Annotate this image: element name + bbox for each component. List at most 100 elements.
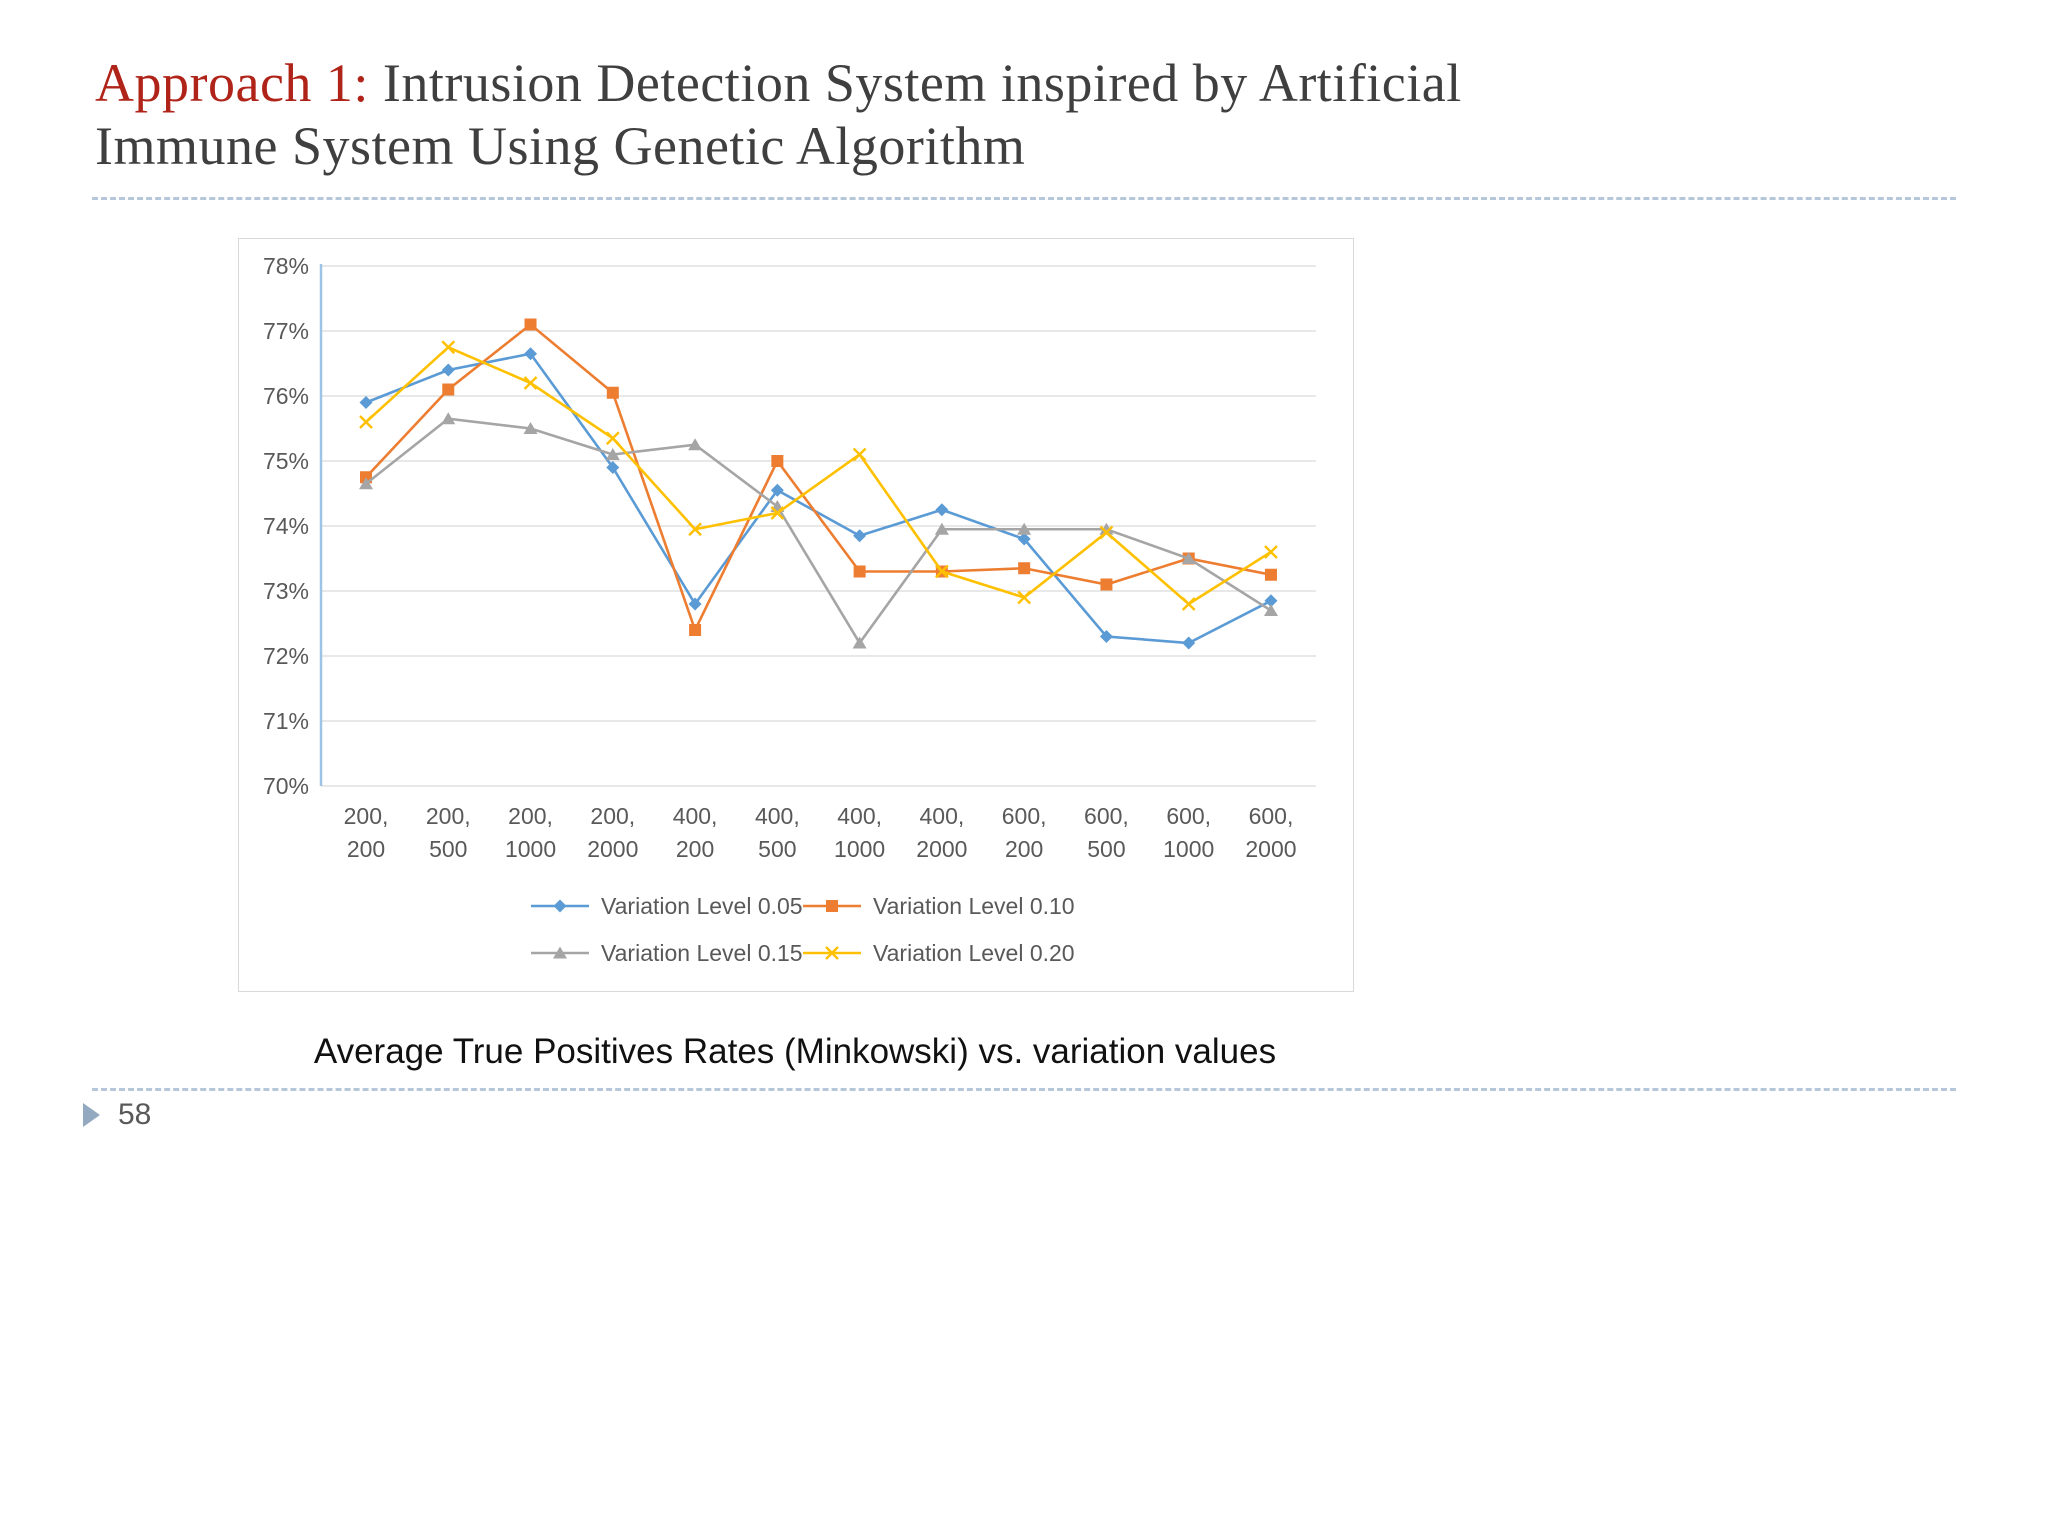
marker-diamond	[524, 347, 538, 361]
marker-triangle	[934, 522, 949, 535]
legend-item: Variation Level 0.10	[803, 893, 1075, 919]
marker-diamond	[770, 483, 784, 497]
series-2	[359, 412, 1278, 649]
page-title: Approach 1: Intrusion Detection System i…	[95, 52, 1555, 178]
marker-triangle	[1263, 604, 1278, 616]
x-tick-label-line1: 600,	[1166, 803, 1211, 829]
x-tick-label-line1: 600,	[1002, 803, 1047, 829]
marker-x	[1181, 597, 1196, 611]
x-tick-label-line1: 200,	[426, 803, 471, 829]
marker-triangle	[1017, 522, 1032, 535]
chart-legend: Variation Level 0.05 Variation Level 0.10…	[531, 893, 1075, 966]
marker-triangle	[359, 477, 373, 490]
marker-square	[1018, 562, 1031, 575]
marker-diamond	[1264, 594, 1278, 608]
y-tick-label: 75%	[263, 448, 309, 474]
marker-diamond	[935, 503, 949, 517]
chart-container: 70% 71% 72% 73% 74% 75% 76% 77% 78% 200, 200 200, 50…	[238, 238, 1354, 992]
series-line	[365, 352, 1272, 645]
x-tick-label-line2: 200	[347, 836, 385, 862]
marker-triangle	[605, 448, 620, 460]
x-tick-label-line2: 500	[429, 836, 467, 862]
bottom-dashed-divider	[92, 1088, 1956, 1091]
legend-item: Variation Level 0.05	[531, 893, 803, 919]
marker-x	[359, 415, 373, 429]
x-tick-label-line2: 200	[676, 836, 714, 862]
marker-square	[771, 455, 784, 467]
marker-square	[853, 565, 866, 578]
y-tick-label: 76%	[263, 383, 309, 409]
marker-square	[826, 900, 838, 912]
marker-triangle	[553, 946, 567, 959]
marker-triangle	[1181, 552, 1196, 564]
x-tick-label-line2: 1000	[505, 836, 556, 862]
legend-label: Variation Level 0.10	[873, 893, 1075, 919]
marker-square	[442, 383, 455, 396]
marker-diamond	[606, 461, 620, 474]
marker-x	[1099, 525, 1114, 540]
x-axis-labels: 200, 200 200, 500 200, 1000 200, 2000 400, 200 400…	[344, 803, 1297, 862]
y-tick-label: 70%	[263, 773, 309, 799]
marker-square	[524, 318, 537, 331]
marker-diamond	[441, 363, 455, 377]
x-tick-label-line2: 2000	[1245, 836, 1296, 862]
marker-square	[689, 624, 702, 636]
slide-bullet-triangle-icon	[83, 1103, 100, 1127]
x-tick-label-line1: 200,	[508, 803, 553, 829]
legend-item: Variation Level 0.15	[531, 940, 803, 966]
marker-square	[1100, 578, 1113, 591]
y-tick-label: 71%	[263, 708, 309, 734]
x-tick-label-line1: 600,	[1249, 803, 1294, 829]
top-dashed-divider	[92, 197, 1956, 200]
marker-square	[1264, 568, 1277, 581]
x-tick-label-line1: 400,	[837, 803, 882, 829]
marker-x	[935, 564, 949, 579]
x-tick-label-line2: 1000	[1163, 836, 1214, 862]
y-tick-label: 72%	[263, 643, 309, 669]
marker-triangle	[688, 438, 703, 451]
x-tick-label-line1: 400,	[755, 803, 800, 829]
x-tick-label-line2: 200	[1005, 836, 1043, 862]
marker-diamond	[359, 396, 373, 409]
y-tick-label: 77%	[263, 318, 309, 344]
line-chart: 70% 71% 72% 73% 74% 75% 76% 77% 78% 200, 200 200, 50…	[263, 253, 1316, 966]
chart-caption: Average True Positives Rates (Minkowski)…	[313, 1032, 1277, 1071]
marker-x	[441, 340, 456, 355]
x-tick-label-line2: 500	[1087, 836, 1125, 862]
marker-diamond	[1099, 630, 1113, 643]
marker-x	[523, 376, 538, 390]
y-tick-label: 78%	[263, 253, 309, 279]
marker-triangle	[852, 636, 867, 649]
y-tick-label: 73%	[263, 578, 309, 604]
x-tick-label-line1: 400,	[920, 803, 965, 829]
marker-x	[1264, 545, 1278, 559]
marker-triangle	[1099, 522, 1114, 535]
legend-label: Variation Level 0.20	[873, 940, 1075, 966]
marker-diamond	[853, 529, 867, 543]
x-tick-label-line2: 500	[758, 836, 796, 862]
series-3	[359, 340, 1278, 611]
x-tick-label-line1: 200,	[344, 803, 389, 829]
page-number-block: 58	[83, 1098, 151, 1132]
marker-triangle	[523, 422, 538, 434]
marker-x	[688, 522, 702, 537]
marker-diamond	[1182, 636, 1196, 650]
page-number: 58	[118, 1098, 152, 1131]
title-highlight: Approach 1:	[95, 53, 369, 113]
marker-diamond	[553, 899, 567, 913]
marker-x	[770, 506, 785, 520]
series-1	[360, 318, 1277, 636]
marker-triangle	[441, 412, 456, 425]
marker-x	[852, 447, 867, 462]
legend-label: Variation Level 0.05	[601, 893, 803, 919]
marker-x	[825, 946, 839, 960]
marker-diamond	[688, 597, 702, 611]
title-rest: Intrusion Detection System inspired by A…	[95, 53, 1462, 177]
series-line	[365, 345, 1272, 606]
marker-diamond	[1017, 532, 1031, 546]
series-line	[365, 322, 1272, 634]
x-tick-label-line2: 2000	[916, 836, 967, 862]
series-line	[365, 417, 1272, 646]
marker-x	[605, 431, 620, 446]
